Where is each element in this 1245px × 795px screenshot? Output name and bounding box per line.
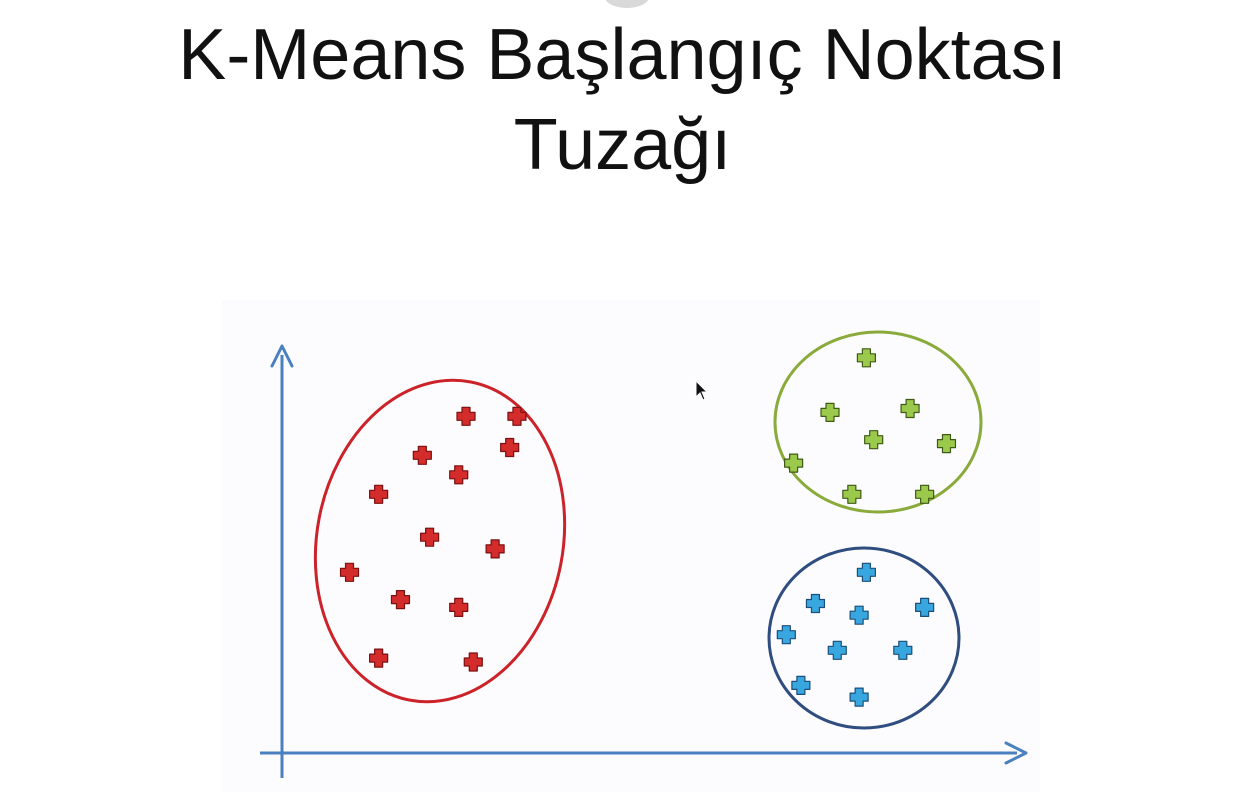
red-point-11 [449,597,469,617]
red-point-7 [420,527,440,547]
scatter-plot-panel [222,300,1040,792]
title-line-2: Tuzağı [513,105,732,185]
green-point-6 [784,453,804,473]
red-point-10 [390,590,411,610]
blue-point-4 [849,605,869,625]
axes [260,344,1028,778]
title-line-1: K-Means Başlangıç Noktası [178,15,1067,95]
red-point-5 [449,465,469,485]
blue-point-6 [827,640,847,660]
cluster-outline-red [313,378,567,704]
cluster-outline-green [773,330,983,514]
y-axis-arrowhead [270,344,294,368]
red-point-13 [463,652,483,672]
red-point-12 [369,648,389,668]
scatter-plot [260,330,1028,778]
top-edge-mark [605,0,649,8]
green-point-3 [900,398,920,419]
red-point-6 [369,484,389,504]
green-point-1 [856,348,876,368]
red-point-4 [500,437,520,458]
data-points [339,348,957,707]
red-point-3 [412,445,432,465]
page-title: K-Means Başlangıç Noktası Tuzağı [0,10,1245,190]
red-point-2 [507,406,527,426]
cluster-outline-blue [767,546,961,730]
red-point-9 [339,562,360,582]
mouse-pointer-icon [695,380,709,401]
cluster-outlines [313,330,983,730]
green-point-4 [864,430,884,450]
blue-point-7 [893,640,913,660]
green-point-2 [820,402,840,422]
green-point-8 [915,484,935,504]
x-axis-arrowhead [1004,741,1028,765]
red-point-1 [456,406,476,426]
blue-point-2 [805,593,826,614]
blue-point-8 [791,675,811,695]
blue-point-9 [849,687,869,707]
green-point-7 [842,484,862,504]
red-point-8 [485,539,505,559]
blue-point-1 [856,562,876,582]
green-point-5 [936,434,957,454]
blue-point-5 [776,625,796,645]
blue-point-3 [915,597,935,617]
